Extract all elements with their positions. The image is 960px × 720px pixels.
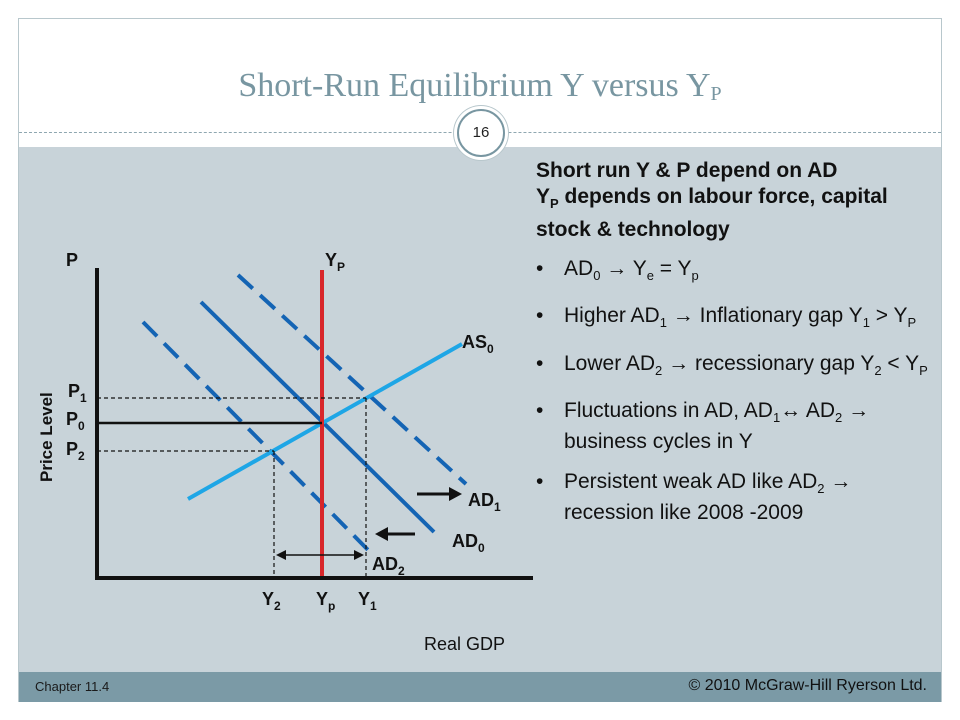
y-axis-letter: P [66,250,78,270]
bullet-text: → Y [600,257,647,281]
bullet-subscript: 2 [655,362,663,378]
as0-label: AS0 [462,332,494,356]
bullet-item: • Higher AD1 → Inflationary gap Y1 > YP [536,304,941,335]
explanation-panel: Short run Y & P depend on AD YP depends … [536,158,941,541]
p0-label: P0 [66,409,85,433]
yp-top-label: YP [325,250,345,274]
bullet-subscript: P [907,315,917,331]
content-area [19,147,941,672]
bullet-text: < Y [881,351,920,375]
bullet-subscript: P [919,362,928,378]
footer-bar: Chapter 11.4 © 2010 McGraw-Hill Ryerson … [19,672,941,702]
bullet-list: • AD0 → Ye = Yp • Higher AD1 → Inflationary… [536,257,941,525]
bullet-dot: • [536,304,544,328]
bullet-text: → recession like 2008 -2009 [564,469,852,525]
heading-line-2-rest: depends on labour force, capital stock &… [536,185,888,242]
bullet-dot: • [536,469,544,493]
x-axis-title: Real GDP [424,634,505,654]
title-subscript: P [710,83,722,105]
ad0-label: AD0 [452,531,485,555]
as0-curve [187,342,463,501]
bullet-text: = Y [653,257,692,281]
yp-label: Yp [316,589,335,613]
bullet-text: Fluctuations in AD, AD [564,398,773,422]
bullet-dot: • [536,257,544,281]
title-main: Short-Run Equilibrium Y versus Y [238,67,711,104]
panel-heading: Short run Y & P depend on AD YP depends … [536,158,941,243]
bullet-dot: • [536,351,544,375]
bullet-item: • Fluctuations in AD, AD1↔ AD2 → business… [536,399,941,454]
ad2-label: AD2 [372,554,405,578]
gap-arrow-right-head [354,550,364,560]
ad2-curve [141,320,376,558]
bullet-subscript: 2 [817,481,825,497]
bullet-text: AD [564,257,594,281]
ad2-shift-arrow-head [375,527,388,541]
bullet-text: → business cycles in Y [564,398,870,453]
slide-title: Short-Run Equilibrium Y versus YP [19,67,941,106]
bullet-text: ↔ AD [780,398,836,422]
bullet-item: • AD0 → Ye = Yp [536,257,941,288]
copyright-notice: © 2010 McGraw-Hill Ryerson Ltd. [688,677,927,694]
ad1-curve [236,273,468,486]
gap-arrow-left-head [276,550,286,560]
bullet-text: Lower AD [564,351,656,375]
ad1-shift-arrow-head [449,487,462,501]
ad0-curve [199,300,436,534]
bullet-item: • Lower AD2 → recessionary gap Y2 < YP [536,352,941,383]
heading-line-2-main: Y [536,185,551,208]
bullet-subscript: p [691,268,699,284]
bullet-subscript: e [646,268,654,284]
y1-label: Y1 [358,589,377,613]
bullet-text: Higher AD [564,304,660,328]
bullet-text: Persistent weak AD like AD [564,469,818,493]
y2-label: Y2 [262,589,281,613]
bullet-subscript: 2 [835,409,843,425]
bullet-text: → Inflationary gap Y [666,304,863,328]
y-axis-title: Price Level [37,392,56,482]
bullet-subscript: 0 [593,268,601,284]
bullet-subscript: 1 [659,315,667,331]
bullet-subscript: 1 [862,315,870,331]
bullet-subscript: 2 [874,362,882,378]
bullet-subscript: 1 [772,409,781,425]
heading-line-2-sub: P [550,196,559,212]
chapter-label: Chapter 11.4 [35,679,110,694]
page-number-badge: 16 [457,109,505,157]
ad1-label: AD1 [468,490,501,514]
heading-line-1: Short run Y & P depend on AD [536,159,838,182]
bullet-text: > Y [869,304,908,328]
bullet-dot: • [536,398,544,422]
bullet-text: → recessionary gap Y [662,351,875,375]
p2-label: P2 [66,439,85,463]
p1-label: P1 [68,381,87,405]
bullet-item: • Persistent weak AD like AD2 → recession… [536,470,941,525]
